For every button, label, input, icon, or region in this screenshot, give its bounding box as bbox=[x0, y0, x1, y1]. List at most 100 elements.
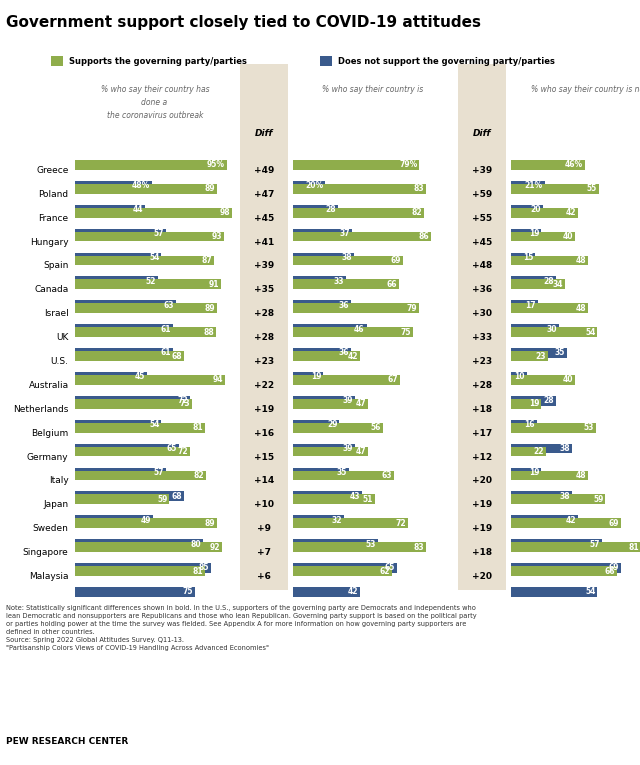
Bar bbox=[293, 229, 352, 239]
Text: Israel: Israel bbox=[44, 309, 68, 318]
Bar bbox=[511, 447, 546, 457]
Bar bbox=[511, 470, 588, 480]
Text: 55: 55 bbox=[587, 184, 597, 194]
Bar bbox=[75, 279, 221, 289]
Text: Diff: Diff bbox=[255, 129, 273, 138]
Bar bbox=[75, 327, 216, 337]
Text: 51: 51 bbox=[362, 495, 372, 504]
Text: Singapore: Singapore bbox=[23, 549, 68, 557]
Text: 67: 67 bbox=[388, 376, 398, 384]
Text: 57: 57 bbox=[154, 229, 164, 238]
Text: 62: 62 bbox=[380, 567, 390, 575]
Text: +28: +28 bbox=[472, 381, 492, 390]
Bar bbox=[75, 304, 218, 313]
Text: 54: 54 bbox=[585, 588, 595, 597]
Text: 82: 82 bbox=[194, 471, 204, 480]
Bar bbox=[293, 252, 354, 262]
Bar bbox=[293, 563, 397, 573]
Text: 57: 57 bbox=[154, 468, 164, 477]
Text: +28: +28 bbox=[254, 309, 274, 318]
Text: 45: 45 bbox=[134, 373, 145, 382]
Text: 47: 47 bbox=[356, 399, 366, 409]
Bar bbox=[75, 563, 211, 573]
Text: 69: 69 bbox=[609, 564, 620, 572]
Bar bbox=[293, 160, 419, 170]
Text: % who say their country has: % who say their country has bbox=[100, 85, 209, 94]
Text: 53: 53 bbox=[365, 539, 376, 549]
Text: 87: 87 bbox=[202, 256, 212, 265]
Bar bbox=[511, 563, 621, 573]
Text: +19: +19 bbox=[472, 524, 492, 533]
Bar bbox=[511, 519, 621, 528]
Bar bbox=[75, 516, 154, 525]
Text: 20: 20 bbox=[531, 205, 541, 214]
Text: 38: 38 bbox=[559, 444, 570, 453]
Text: 66: 66 bbox=[386, 280, 397, 289]
Bar bbox=[75, 252, 161, 262]
Text: +18: +18 bbox=[472, 549, 492, 557]
Text: 69: 69 bbox=[391, 256, 401, 265]
Text: +47: +47 bbox=[254, 190, 274, 199]
Text: 44: 44 bbox=[133, 205, 143, 214]
Bar bbox=[293, 444, 355, 454]
Bar bbox=[293, 420, 339, 430]
Bar bbox=[511, 420, 536, 430]
Text: +19: +19 bbox=[472, 500, 492, 509]
Text: Canada: Canada bbox=[35, 285, 68, 295]
Text: 80: 80 bbox=[191, 539, 201, 549]
Text: Germany: Germany bbox=[27, 453, 68, 461]
Text: Hungary: Hungary bbox=[30, 238, 68, 246]
Text: 19: 19 bbox=[529, 399, 540, 409]
Text: 92: 92 bbox=[210, 542, 220, 552]
Text: 19: 19 bbox=[529, 468, 540, 477]
Bar bbox=[511, 587, 597, 597]
Bar bbox=[511, 324, 559, 334]
Text: U.S.: U.S. bbox=[51, 357, 68, 366]
Text: 30: 30 bbox=[547, 324, 557, 334]
Text: Italy: Italy bbox=[49, 477, 68, 486]
Text: 57: 57 bbox=[590, 539, 600, 549]
Text: 42: 42 bbox=[348, 351, 358, 360]
Bar bbox=[75, 470, 206, 480]
Bar bbox=[240, 64, 288, 590]
Bar bbox=[75, 229, 166, 239]
Bar bbox=[293, 542, 426, 552]
Text: 81: 81 bbox=[192, 423, 203, 432]
Text: 42: 42 bbox=[566, 516, 576, 525]
Text: 40: 40 bbox=[563, 232, 573, 241]
Text: 47: 47 bbox=[356, 447, 366, 456]
Bar bbox=[511, 539, 602, 549]
Bar bbox=[293, 539, 378, 549]
Bar bbox=[293, 396, 355, 405]
Bar bbox=[293, 566, 392, 576]
Text: 19: 19 bbox=[529, 229, 540, 238]
Text: 85: 85 bbox=[198, 564, 209, 572]
Bar bbox=[75, 587, 195, 597]
Text: 75: 75 bbox=[401, 327, 411, 337]
Text: 59: 59 bbox=[593, 495, 604, 504]
Text: 32: 32 bbox=[332, 516, 342, 525]
Bar bbox=[75, 566, 205, 576]
Text: 86: 86 bbox=[418, 232, 429, 241]
Bar bbox=[293, 491, 362, 501]
Bar bbox=[75, 205, 145, 214]
Text: 10: 10 bbox=[515, 373, 525, 382]
Text: +30: +30 bbox=[472, 309, 492, 318]
Text: +35: +35 bbox=[254, 285, 274, 295]
Bar bbox=[511, 229, 541, 239]
Bar bbox=[293, 372, 323, 382]
Bar bbox=[75, 232, 224, 242]
Text: 28: 28 bbox=[543, 396, 554, 405]
Text: +45: +45 bbox=[254, 213, 274, 223]
Bar bbox=[511, 516, 578, 525]
Bar bbox=[293, 351, 360, 361]
Text: +39: +39 bbox=[472, 166, 492, 175]
Bar bbox=[511, 184, 599, 194]
Text: 65: 65 bbox=[385, 564, 395, 572]
Bar bbox=[511, 304, 588, 313]
Bar bbox=[293, 304, 419, 313]
Bar bbox=[293, 399, 368, 409]
Bar bbox=[75, 256, 214, 265]
Bar bbox=[511, 396, 556, 405]
Text: 95%: 95% bbox=[207, 161, 225, 169]
